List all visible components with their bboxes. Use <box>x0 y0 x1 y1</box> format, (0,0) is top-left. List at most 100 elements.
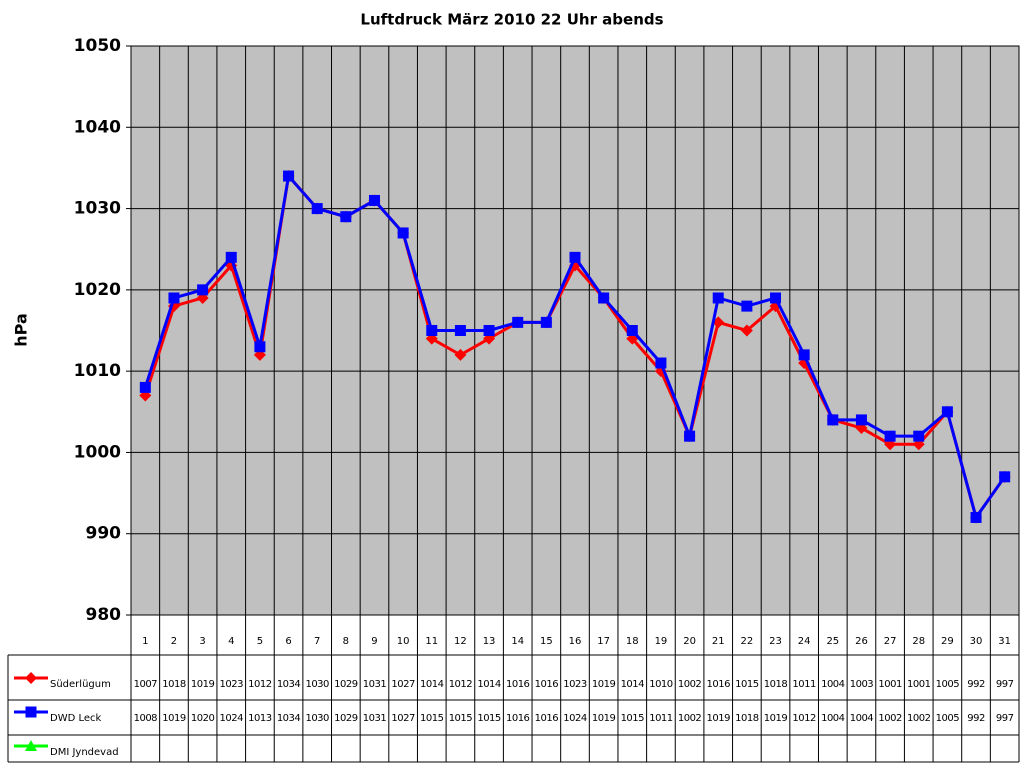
table-value: 1015 <box>621 713 645 724</box>
plot-area <box>130 45 1020 616</box>
x-tick-label: 4 <box>228 636 234 647</box>
data-point <box>798 349 810 361</box>
data-point <box>855 414 867 426</box>
table-value: 1020 <box>191 713 215 724</box>
y-tick-label: 1010 <box>74 361 121 381</box>
x-tick-label: 9 <box>371 636 377 647</box>
legend-label: DMI Jyndevad <box>50 747 119 758</box>
table-value: 997 <box>996 713 1014 724</box>
y-tick-label: 1000 <box>74 442 121 462</box>
table-value: 1029 <box>334 679 358 690</box>
data-point <box>770 292 782 304</box>
x-tick-label: 8 <box>343 636 349 647</box>
table-value: 992 <box>967 679 985 690</box>
x-tick-label: 6 <box>285 636 291 647</box>
data-point <box>340 211 352 223</box>
chart-title: Luftdruck März 2010 22 Uhr abends <box>360 11 663 29</box>
table-value: 1030 <box>305 713 329 724</box>
table-value: 1027 <box>391 679 415 690</box>
x-tick-label: 31 <box>998 636 1011 647</box>
table-value: 1002 <box>678 679 702 690</box>
data-point <box>512 316 524 328</box>
table-value: 1005 <box>936 713 960 724</box>
legend-label: Süderlügum <box>50 679 111 690</box>
table-value: 1008 <box>134 713 158 724</box>
y-tick-label: 1040 <box>74 117 121 137</box>
table-value: 1034 <box>277 679 301 690</box>
table-value: 1012 <box>449 679 473 690</box>
table-value: 1027 <box>391 713 415 724</box>
data-point <box>569 251 581 263</box>
data-point <box>283 170 295 182</box>
data-point <box>426 325 438 336</box>
table-value: 1016 <box>506 679 530 690</box>
x-tick-label: 20 <box>683 636 696 647</box>
x-tick-label: 23 <box>769 636 782 647</box>
table-value: 1019 <box>162 713 186 724</box>
x-tick-label: 13 <box>483 636 496 647</box>
y-tick-label: 980 <box>86 605 122 625</box>
data-point <box>970 511 982 523</box>
x-tick-label: 28 <box>912 636 925 647</box>
legend-marker <box>25 706 37 718</box>
table-value: 1031 <box>363 679 387 690</box>
table-value: 1019 <box>191 679 215 690</box>
table-value: 1016 <box>506 713 530 724</box>
x-tick-label: 19 <box>655 636 668 647</box>
table-value: 1002 <box>678 713 702 724</box>
data-point <box>626 325 638 336</box>
table-value: 1002 <box>878 713 902 724</box>
table-value: 1015 <box>735 679 759 690</box>
data-point <box>684 430 696 442</box>
x-tick-label: 16 <box>569 636 582 647</box>
x-tick-label: 11 <box>425 636 438 647</box>
x-tick-label: 30 <box>970 636 983 647</box>
x-tick-label: 21 <box>712 636 725 647</box>
table-value: 1016 <box>535 713 559 724</box>
table-value: 1030 <box>305 679 329 690</box>
x-tick-label: 10 <box>397 636 410 647</box>
table-value: 1002 <box>907 713 931 724</box>
table-value: 1029 <box>334 713 358 724</box>
table-value: 992 <box>967 713 985 724</box>
data-point <box>884 430 896 442</box>
table-value: 1018 <box>162 679 186 690</box>
table-value: 1004 <box>821 679 845 690</box>
x-tick-label: 29 <box>941 636 954 647</box>
data-point <box>454 325 466 336</box>
x-tick-label: 18 <box>626 636 639 647</box>
table-value: 1018 <box>735 713 759 724</box>
y-tick-label: 1050 <box>74 36 121 56</box>
data-point <box>598 292 610 304</box>
data-point <box>740 324 753 337</box>
table-value: 1010 <box>649 679 673 690</box>
y-tick-label: 1030 <box>74 199 121 219</box>
table-value: 1016 <box>535 679 559 690</box>
table-value: 1001 <box>878 679 902 690</box>
table-value: 997 <box>996 679 1014 690</box>
data-point <box>254 341 266 353</box>
legend-label: DWD Leck <box>50 713 102 724</box>
x-tick-label: 24 <box>798 636 811 647</box>
table-value: 1013 <box>248 713 272 724</box>
x-tick-label: 3 <box>199 636 205 647</box>
table-value: 1018 <box>764 679 788 690</box>
table-value: 1014 <box>477 679 501 690</box>
table-value: 1019 <box>592 679 616 690</box>
data-point <box>655 357 667 369</box>
table-value: 1023 <box>563 679 587 690</box>
table-value: 1019 <box>764 713 788 724</box>
x-tick-label: 2 <box>171 636 177 647</box>
table-value: 1011 <box>649 713 673 724</box>
x-tick-label: 27 <box>884 636 897 647</box>
table-value: 1003 <box>850 679 874 690</box>
table-value: 1015 <box>420 713 444 724</box>
table-value: 1031 <box>363 713 387 724</box>
table-value: 1015 <box>477 713 501 724</box>
data-point <box>139 381 151 393</box>
legend-marker <box>25 740 37 751</box>
table-value: 1005 <box>936 679 960 690</box>
x-tick-label: 7 <box>314 636 320 647</box>
data-point <box>913 430 925 442</box>
